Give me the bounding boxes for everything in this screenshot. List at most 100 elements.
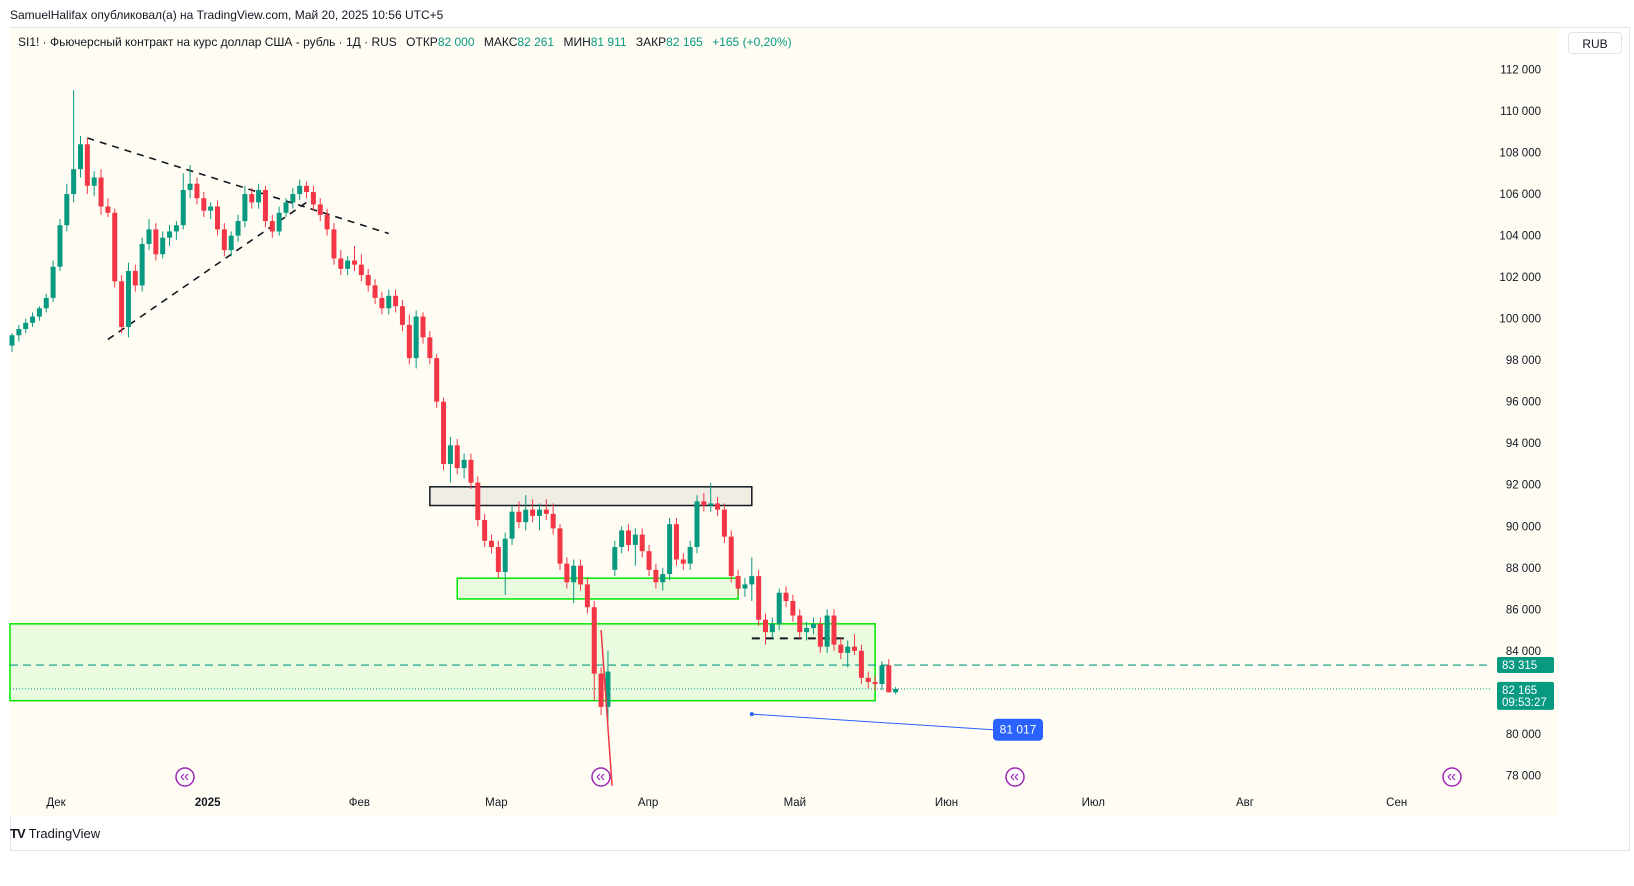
tradingview-logo-text[interactable]: TradingView [28,826,101,841]
candle-body [215,206,220,230]
candle-body [16,329,22,336]
y-tick-label: 96 000 [1506,397,1541,409]
candle-body [420,316,426,338]
candle-body [804,627,810,633]
candle-body [262,189,268,222]
candle-body [413,316,419,359]
candle-body [509,511,515,539]
candle-body [694,501,700,548]
candle-body [502,538,508,572]
support-zone-small [456,577,739,600]
candle-body [57,225,63,267]
candle-body [543,509,549,514]
candle-body [365,275,371,286]
chart-legend: SI1! · Фьючерсный контракт на курс долла… [18,35,792,49]
candle-body [495,547,501,572]
candle-body [626,530,631,545]
change-value: +165 (+0,20%) [712,35,792,49]
candle-body [810,623,816,628]
candle-body [283,202,289,213]
candle-body [290,194,296,203]
candle-body [701,501,707,506]
candle-body [393,295,399,307]
y-tick-label: 112 000 [1500,65,1541,77]
y-tick-label: 84 000 [1506,646,1541,658]
candle-body [831,615,837,645]
x-tick-label: Дек [46,797,66,809]
target-anchor [749,712,754,717]
candle-body [612,547,618,570]
candle-body [338,258,344,269]
candle-body [194,183,200,199]
candle-body [84,144,90,186]
candle-body [776,592,782,624]
candle-body [680,559,686,564]
candle-body [50,266,56,298]
high-label: МАКС [483,35,518,49]
candle-body [372,285,378,298]
candle-body [584,584,590,608]
candle-body [43,297,49,309]
close-label: ЗАКР [635,35,667,49]
candle-body [112,212,118,282]
plot-area[interactable] [10,28,1558,816]
candle-body [324,214,330,230]
x-tick-label: Фев [349,797,370,809]
candle-body [708,503,714,506]
candle-body [317,204,323,215]
event-arrow-icon [1447,773,1456,781]
candle-body [639,534,645,552]
y-tick-label: 94 000 [1506,438,1541,450]
price-tag-timer: 09:53:27 [1502,697,1547,709]
candle-body [783,592,789,601]
candle-body [872,681,878,685]
triangle-upper-line [87,137,389,235]
candle-body [653,569,659,583]
y-tick-label: 88 000 [1506,563,1541,575]
candle-body [721,509,727,537]
candle-body [105,206,111,213]
candle-body [660,574,666,583]
price-tag-box [1497,681,1554,710]
price-tag-text: 82 165 [1502,685,1537,697]
y-tick-label: 90 000 [1506,521,1541,533]
candle-body [523,509,529,523]
x-tick-label: 2025 [195,797,221,809]
candle-body [763,619,768,633]
candle-body [201,198,207,211]
candle-body [30,316,36,323]
y-tick-label: 78 000 [1506,770,1541,782]
y-tick-label: 92 000 [1506,480,1541,492]
candle-body [578,565,584,585]
candle-body [221,229,227,251]
candle-body [564,563,570,583]
resistance-zone [429,486,753,507]
candle-body [249,194,255,203]
candle-body [475,482,481,521]
candle-body [817,623,823,647]
candle-body [845,646,851,653]
y-tick-label: 98 000 [1506,355,1541,367]
price-tag-text: 83 315 [1502,660,1537,672]
candle-body [742,584,748,589]
candle-body [399,306,405,325]
candle-body [886,665,892,693]
candle-body [619,530,625,548]
candle-body [256,189,262,203]
tradingview-logo-icon[interactable]: TV [10,826,26,841]
target-line [751,713,994,731]
candle-body [36,308,42,317]
candle-body [673,524,679,560]
candle-body [591,607,597,674]
symbol-description[interactable]: SI1! · Фьючерсный контракт на курс долла… [18,35,397,49]
target-label-box [993,718,1043,741]
price-tag-box [1497,657,1554,674]
candle-body [461,459,467,469]
candle-body [297,185,303,195]
candle-body [605,671,611,707]
candle-body [728,536,734,577]
candle-body [454,445,460,469]
currency-button[interactable]: RUB [1568,32,1622,54]
candle-body [331,229,337,259]
